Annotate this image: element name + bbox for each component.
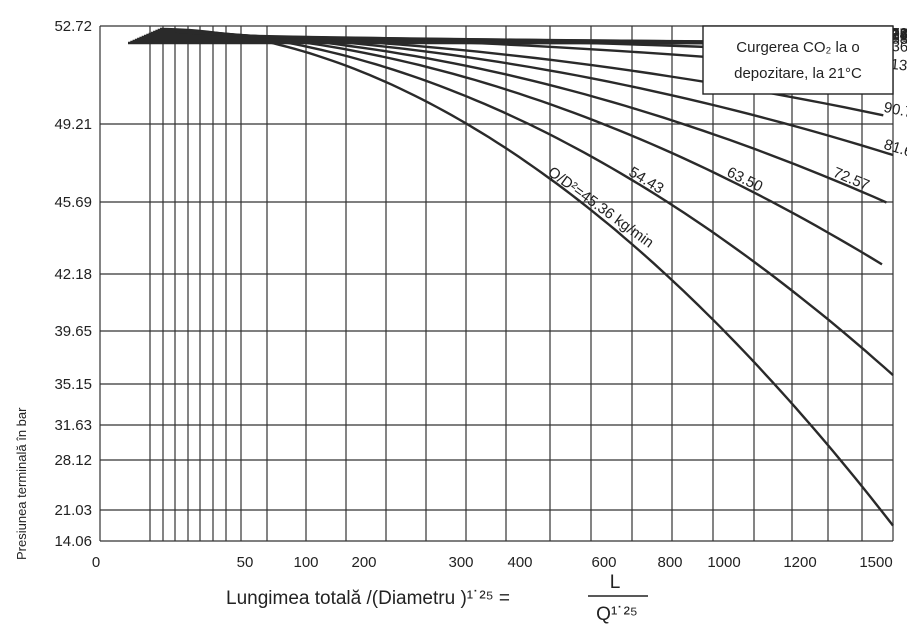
y-tick-label: 14.06: [54, 533, 92, 550]
x-tick-label: 1000: [707, 554, 740, 571]
x-tick-label: 400: [507, 554, 532, 571]
grid: [99, 25, 894, 542]
y-tick-label: 28.12: [54, 452, 92, 469]
legend-title-line-1: Curgerea CO₂ la o: [736, 39, 859, 56]
x-tick-label: 800: [657, 554, 682, 571]
series-label: 63.50: [724, 164, 765, 196]
legend-box: Curgerea CO₂ la o depozitare, la 21°C: [702, 25, 894, 95]
x-tick-label: 0: [92, 554, 100, 571]
legend-frame: [702, 25, 894, 95]
series-curve: [159, 27, 894, 527]
y-tick-label: 21.03: [54, 502, 92, 519]
legend-title-line-2: depozitare, la 21°C: [734, 65, 862, 82]
series-label: 81.64: [882, 136, 907, 163]
y-tick-label: 35.15: [54, 376, 92, 393]
x-tick-label: 600: [591, 554, 616, 571]
series-label: 72.57: [831, 164, 872, 194]
y-tick-labels: 52.72 49.21 45.69 42.18 39.65 35.15 31.63 28.12…: [54, 18, 92, 550]
x-tick-label: 200: [351, 554, 376, 571]
series-label: 90.72: [882, 99, 907, 123]
x-tick-labels: 0 50 100 200 300 400 600 800 1000 1200 1500: [92, 554, 893, 571]
y-tick-label: 49.21: [54, 116, 92, 133]
y-tick-label: 31.63: [54, 417, 92, 434]
y-tick-label: 39.65: [54, 323, 92, 340]
x-axis-label: Lungimea totală /(Diametru )¹˙²⁵ = L Q¹˙…: [226, 572, 648, 625]
x-tick-label: 1500: [859, 554, 892, 571]
y-axis-label: Presiunea terminală în bar: [14, 407, 29, 560]
y-tick-label: 45.69: [54, 194, 92, 211]
x-tick-label: 1200: [783, 554, 816, 571]
y-tick-label: 52.72: [54, 18, 92, 35]
x-axis-fraction-denominator: Q¹˙²⁵: [596, 604, 638, 625]
x-axis-fraction-numerator: L: [610, 572, 621, 593]
y-tick-label: 42.18: [54, 266, 92, 283]
x-axis-label-text: Lungimea totală /(Diametru )¹˙²⁵ =: [226, 588, 510, 609]
x-tick-label: 300: [448, 554, 473, 571]
x-tick-label: 100: [293, 554, 318, 571]
curves: [127, 27, 894, 527]
x-tick-label: 50: [237, 554, 254, 571]
